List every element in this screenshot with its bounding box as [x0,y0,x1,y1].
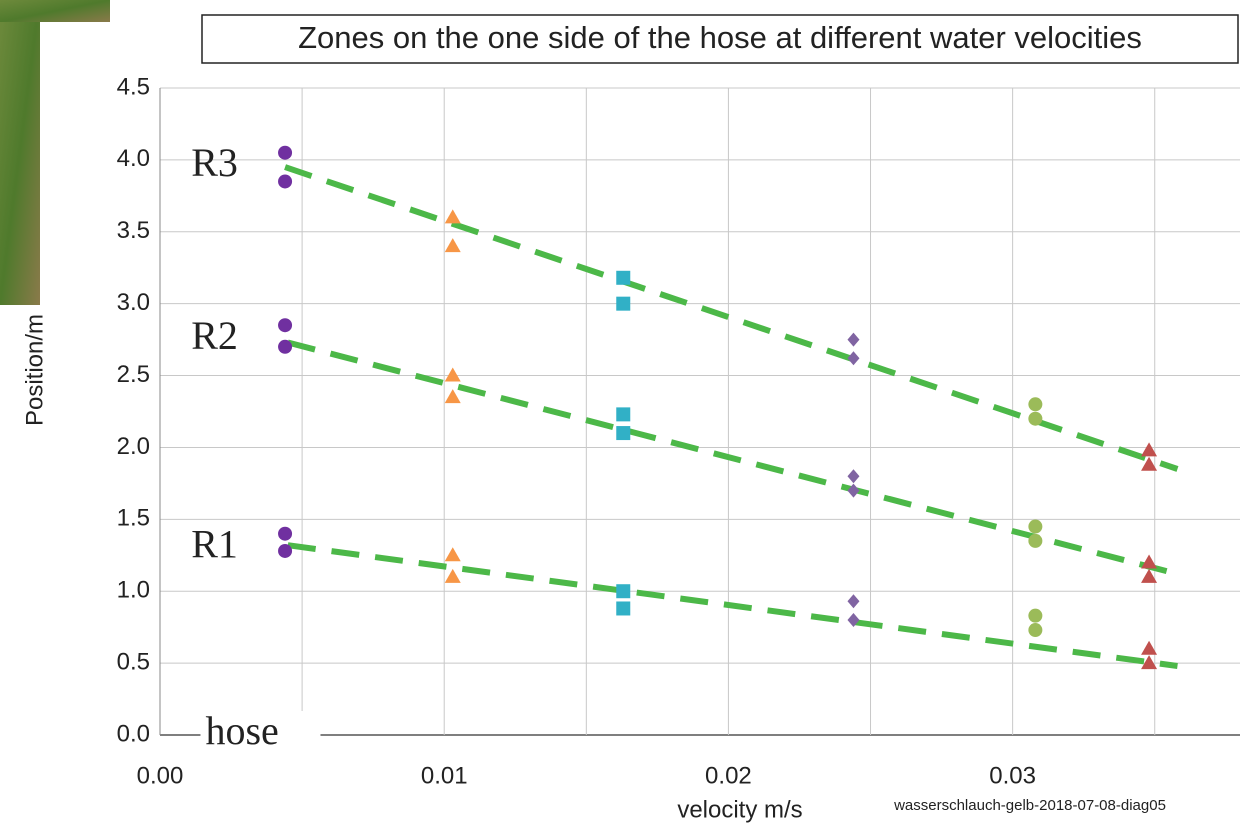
chart-title: Zones on the one side of the hose at dif… [298,20,1142,55]
point [278,526,293,541]
point [1028,411,1043,426]
annotation: R1 [191,521,238,566]
annotation: R3 [191,140,238,185]
point [278,543,293,558]
x-tick-label: 0.02 [705,762,752,789]
point [616,270,631,285]
point [1028,397,1043,412]
y-tick-label: 0.5 [117,648,150,675]
y-tick-label: 2.5 [117,361,150,388]
point [847,469,860,484]
point [616,296,631,311]
y-tick-label: 1.5 [117,505,150,532]
point [1028,623,1043,638]
trend-line [287,542,1178,669]
annotation-bg [200,711,321,761]
point [278,145,293,160]
point [1141,456,1158,471]
point [1141,655,1158,670]
y-axis-label: Position/m [21,314,48,426]
x-tick-label: 0.00 [137,762,184,789]
point [444,238,461,253]
x-axis-label: velocity m/s [677,796,802,823]
point [1028,533,1043,548]
point [847,332,860,347]
annotation: R2 [191,313,238,358]
point [1028,519,1043,534]
point [847,612,860,627]
point [278,339,293,354]
y-tick-label: 4.5 [117,73,150,100]
point [847,594,860,609]
point [1141,554,1158,569]
point [444,389,461,404]
y-tick-label: 0.0 [117,720,150,747]
y-tick-label: 1.0 [117,577,150,604]
photo-fragment [0,0,40,305]
point [278,174,293,189]
point [444,568,461,583]
point [616,407,631,422]
point [1141,568,1158,583]
point [1028,608,1043,623]
point [444,367,461,382]
point [444,547,461,562]
y-tick-label: 2.0 [117,433,150,460]
trend-line [287,339,1179,577]
point [847,351,860,366]
x-tick-label: 0.01 [421,762,468,789]
point [616,426,631,441]
point [847,483,860,498]
photo-fragment [0,0,110,22]
point [616,601,631,616]
point [444,209,461,224]
point [1141,442,1158,457]
title-box [201,14,1239,64]
x-tick-label: 0.03 [989,762,1036,789]
point [278,318,293,333]
credit: wasserschlauch-gelb-2018-07-08-diag05 [893,797,1166,814]
point [616,584,631,599]
point [1141,640,1158,655]
trend-line [284,164,1179,472]
y-tick-label: 3.5 [117,217,150,244]
annotation: hose [205,708,278,753]
y-tick-label: 4.0 [117,145,150,172]
y-tick-label: 3.0 [117,289,150,316]
